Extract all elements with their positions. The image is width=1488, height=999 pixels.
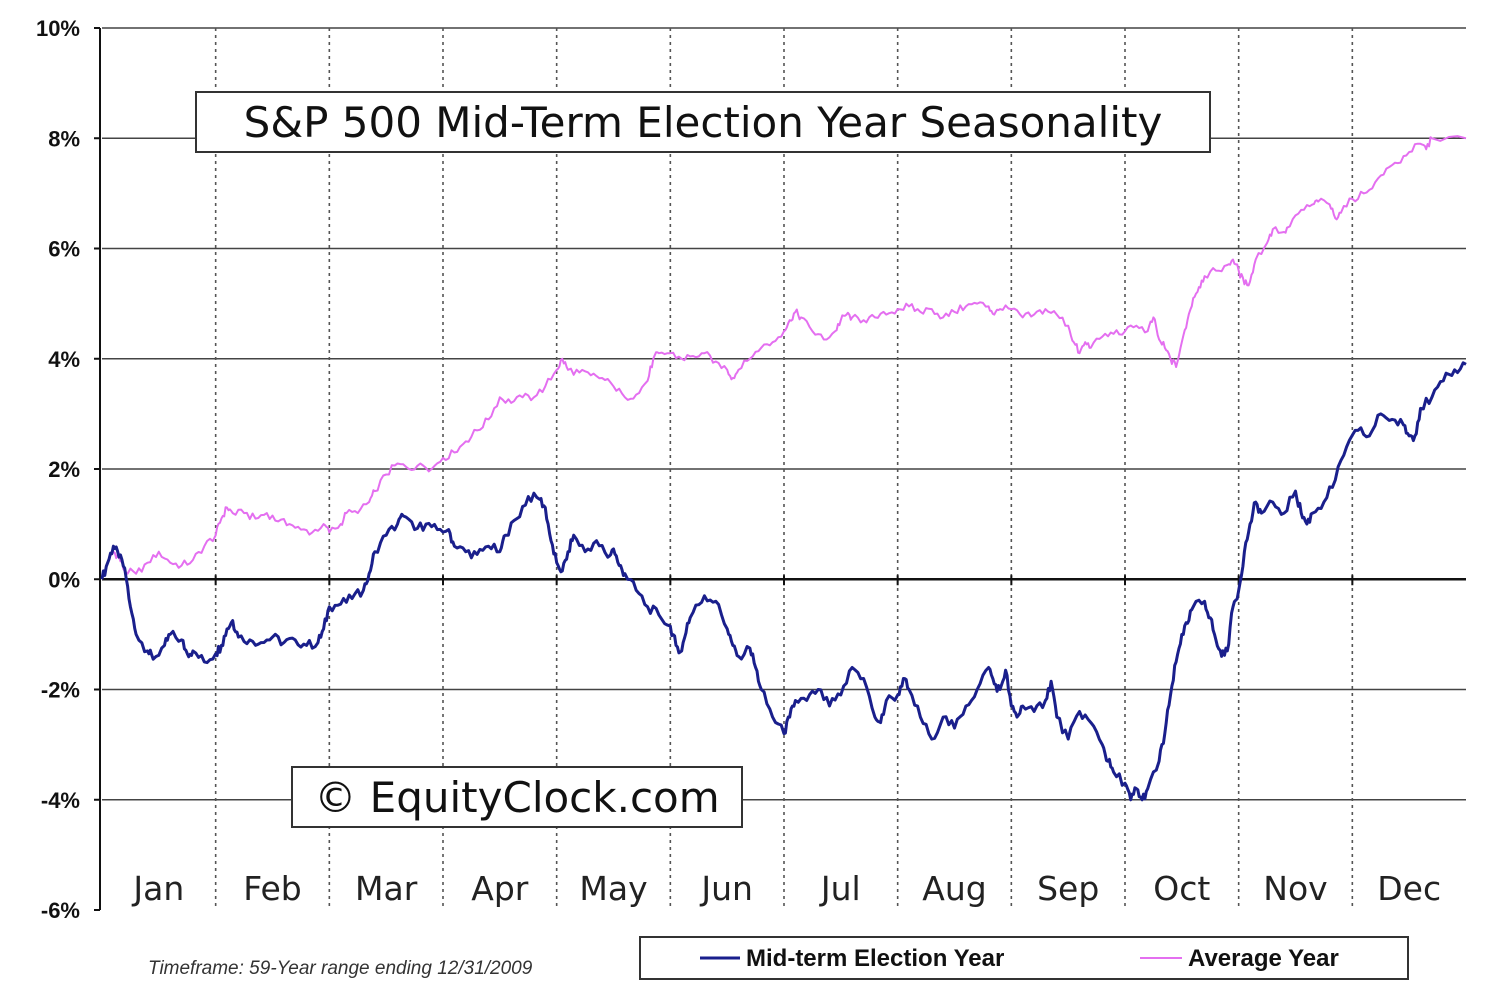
legend: Mid-term Election Year Average Year [639, 936, 1409, 980]
x-month-label: Apr [471, 869, 529, 908]
y-tick-label: 4% [48, 347, 80, 372]
y-tick-labels: 10% 8% 6% 4% 2% 0% -2% -4% -6% [36, 16, 80, 923]
watermark-box: © EquityClock.com [291, 766, 743, 828]
x-month-label: May [579, 869, 647, 908]
x-month-labels: Jan Feb Mar Apr May Jun Jul Aug Sep Oct Nov Dec [131, 869, 1441, 908]
series-line-midterm [100, 361, 1467, 802]
y-tick-label: 8% [48, 126, 80, 151]
y-tick-label: 10% [36, 16, 80, 41]
y-tick-label: -2% [41, 678, 80, 703]
chart-title-box: S&P 500 Mid-Term Election Year Seasonali… [195, 91, 1211, 153]
series-line-average [101, 135, 1467, 580]
x-month-label: Nov [1263, 869, 1327, 908]
legend-label-average: Average Year [1188, 945, 1339, 972]
y-tick-label: 0% [48, 567, 80, 592]
y-tick-label: -4% [41, 788, 80, 813]
x-month-label: Feb [243, 869, 301, 908]
watermark-frame [291, 766, 743, 828]
x-month-label: Sep [1037, 869, 1099, 908]
legend-frame [639, 936, 1409, 980]
x-month-label: Jul [819, 869, 861, 908]
y-tick-label: 6% [48, 237, 80, 262]
x-month-label: Jan [131, 869, 184, 908]
x-month-label: Aug [922, 869, 986, 908]
y-tick-label: -6% [41, 898, 80, 923]
y-tick-label: 2% [48, 457, 80, 482]
x-month-label: Mar [355, 869, 418, 908]
x-month-label: Dec [1377, 869, 1441, 908]
watermark: © EquityClock.com [314, 773, 719, 822]
series-layer [100, 135, 1467, 802]
footnote: Timeframe: 59-Year range ending 12/31/20… [148, 958, 533, 979]
chart-title-frame [195, 91, 1211, 153]
x-month-label: Jun [699, 869, 753, 908]
legend-label-midterm: Mid-term Election Year [746, 945, 1004, 972]
x-month-label: Oct [1153, 869, 1210, 908]
chart-title: S&P 500 Mid-Term Election Year Seasonali… [244, 98, 1163, 147]
